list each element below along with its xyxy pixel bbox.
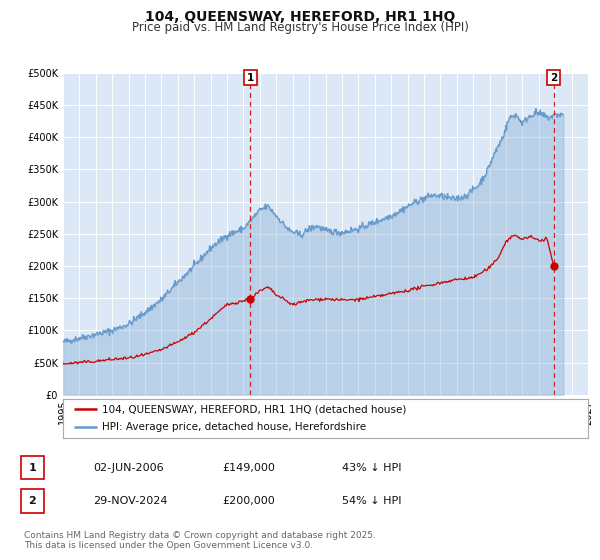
Text: £200,000: £200,000 bbox=[222, 496, 275, 506]
Text: 1: 1 bbox=[247, 73, 254, 83]
Text: 43% ↓ HPI: 43% ↓ HPI bbox=[342, 463, 401, 473]
Text: 1: 1 bbox=[29, 463, 36, 473]
Text: 54% ↓ HPI: 54% ↓ HPI bbox=[342, 496, 401, 506]
Text: 104, QUEENSWAY, HEREFORD, HR1 1HQ: 104, QUEENSWAY, HEREFORD, HR1 1HQ bbox=[145, 10, 455, 24]
Text: 104, QUEENSWAY, HEREFORD, HR1 1HQ (detached house): 104, QUEENSWAY, HEREFORD, HR1 1HQ (detac… bbox=[103, 404, 407, 414]
Text: 02-JUN-2006: 02-JUN-2006 bbox=[93, 463, 164, 473]
Text: HPI: Average price, detached house, Herefordshire: HPI: Average price, detached house, Here… bbox=[103, 422, 367, 432]
Text: Price paid vs. HM Land Registry's House Price Index (HPI): Price paid vs. HM Land Registry's House … bbox=[131, 21, 469, 34]
Text: 2: 2 bbox=[29, 496, 36, 506]
Text: 2: 2 bbox=[550, 73, 557, 83]
Text: Contains HM Land Registry data © Crown copyright and database right 2025.
This d: Contains HM Land Registry data © Crown c… bbox=[24, 531, 376, 550]
Text: 29-NOV-2024: 29-NOV-2024 bbox=[93, 496, 167, 506]
Text: £149,000: £149,000 bbox=[222, 463, 275, 473]
